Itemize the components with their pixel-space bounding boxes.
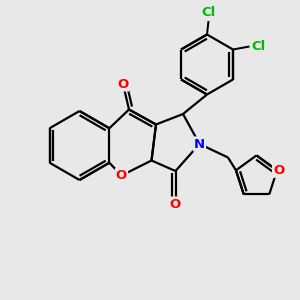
Text: Cl: Cl: [251, 40, 266, 53]
Text: O: O: [116, 169, 127, 182]
Text: O: O: [273, 164, 284, 177]
Text: O: O: [170, 197, 181, 211]
Text: O: O: [117, 77, 129, 91]
Text: Cl: Cl: [201, 6, 216, 19]
Text: N: N: [194, 137, 205, 151]
